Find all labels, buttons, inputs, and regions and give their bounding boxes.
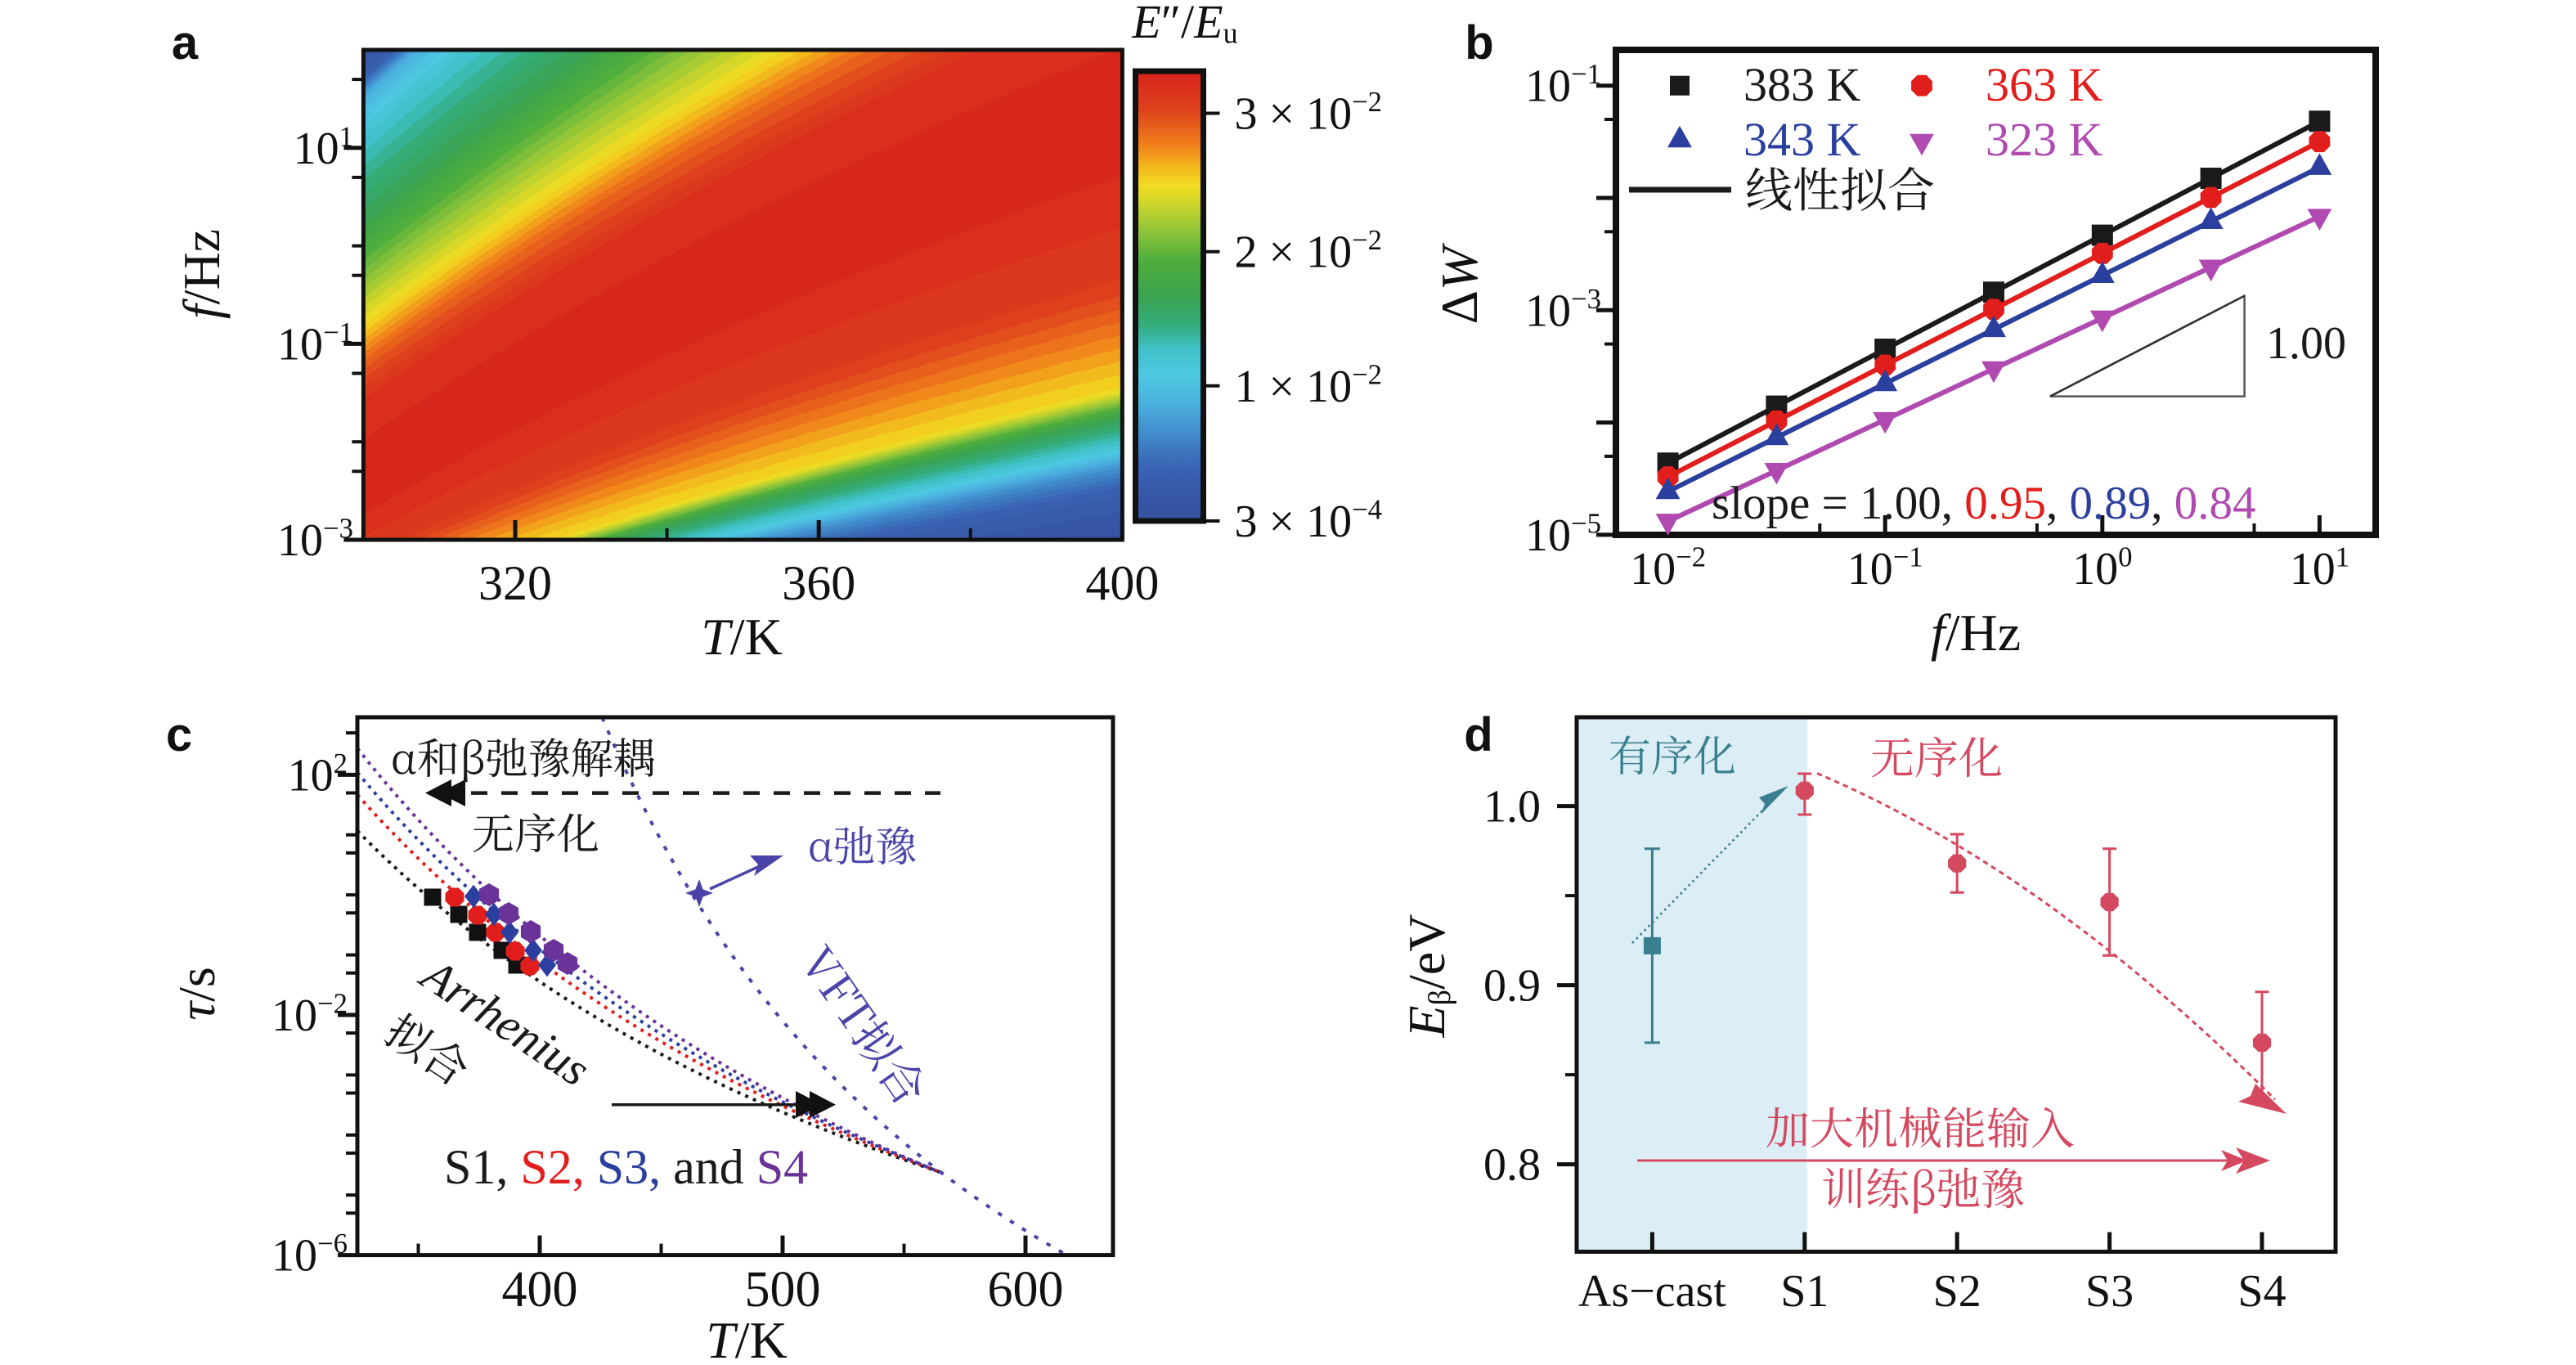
svg-text:f/Hz: f/Hz — [1931, 604, 2021, 662]
svg-text:343 K: 343 K — [1744, 113, 1861, 166]
svg-text:400: 400 — [1085, 556, 1159, 610]
svg-text:0.9: 0.9 — [1483, 961, 1541, 1012]
svg-text:600: 600 — [988, 1262, 1064, 1318]
svg-text:ΔW: ΔW — [1430, 242, 1488, 324]
svg-text:400: 400 — [502, 1262, 578, 1318]
svg-text:T/K: T/K — [706, 1311, 788, 1365]
svg-text:a: a — [172, 16, 199, 70]
svg-text:c: c — [166, 708, 192, 761]
svg-text:360: 360 — [782, 556, 855, 610]
svg-text:b: b — [1465, 16, 1493, 70]
svg-text:100: 100 — [2072, 541, 2132, 595]
svg-text:0.8: 0.8 — [1483, 1140, 1541, 1191]
svg-text:S2: S2 — [1933, 1266, 1981, 1317]
svg-text:S1: S1 — [1780, 1266, 1829, 1317]
svg-text:S3: S3 — [2085, 1266, 2134, 1317]
svg-text:d: d — [1464, 708, 1492, 761]
svg-text:320: 320 — [478, 556, 552, 610]
svg-text:E″/Eu: E″/Eu — [1131, 0, 1237, 49]
svg-text:slope = 1.00, 0.95, 0.89, 0.84: slope = 1.00, 0.95, 0.89, 0.84 — [1712, 478, 2255, 529]
svg-text:T/K: T/K — [701, 608, 783, 666]
svg-text:S4: S4 — [2237, 1266, 2286, 1317]
svg-text:1.0: 1.0 — [1483, 782, 1541, 833]
svg-text:As−cast: As−cast — [1578, 1266, 1726, 1317]
svg-text:f/Hz: f/Hz — [173, 229, 231, 319]
svg-text:Eβ/eV: Eβ/eV — [1398, 914, 1457, 1038]
svg-text:1.00: 1.00 — [2266, 318, 2346, 369]
svg-text:323 K: 323 K — [1986, 113, 2103, 166]
svg-text:363 K: 363 K — [1986, 58, 2103, 111]
svg-text:S1, S2, S3, and S4: S1, S2, S3, and S4 — [444, 1140, 808, 1194]
svg-text:383 K: 383 K — [1744, 58, 1861, 111]
svg-text:500: 500 — [745, 1262, 821, 1318]
svg-text:101: 101 — [294, 120, 353, 174]
svg-text:τ/s: τ/s — [168, 967, 226, 1021]
